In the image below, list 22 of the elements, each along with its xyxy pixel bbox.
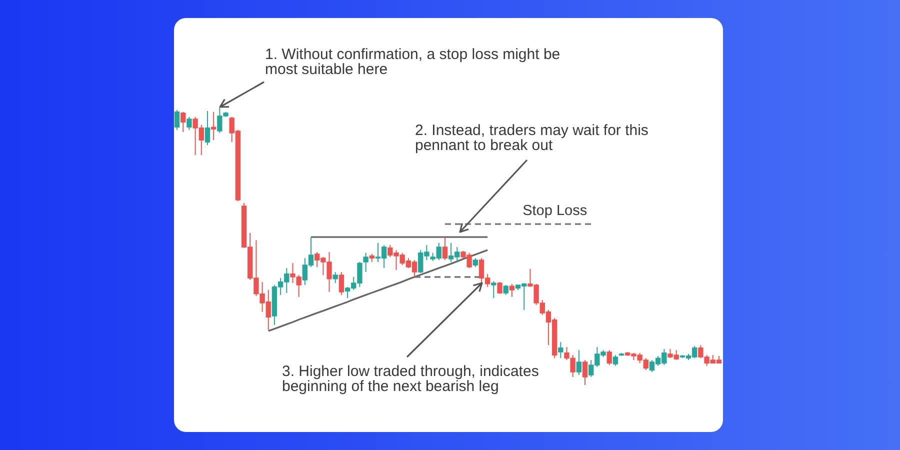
candlestick — [582, 360, 588, 385]
candlestick — [210, 111, 216, 141]
candlestick — [612, 354, 618, 366]
candlestick — [332, 271, 338, 284]
candlestick — [558, 342, 564, 359]
candlestick — [204, 110, 210, 146]
candlestick — [186, 116, 192, 130]
candlestick — [338, 271, 344, 296]
candlestick — [606, 350, 612, 366]
candlestick — [576, 350, 582, 376]
annotation: 3. Higher low traded through, indicates beginning of the next bearish leg — [282, 363, 539, 395]
candlestick — [180, 111, 186, 133]
annotation: 2. Instead, traders may wait for this pennant to break out — [415, 122, 648, 154]
series-label: Stop Loss — [522, 203, 588, 220]
candlestick — [491, 280, 496, 299]
candlestick — [509, 283, 515, 298]
candlestick — [174, 109, 180, 130]
candlestick — [442, 236, 448, 261]
text: 1. Without confirmation, a stop loss might be most suitable here — [265, 46, 560, 78]
candlestick — [497, 281, 502, 294]
candlestick — [363, 252, 368, 272]
candlestick — [503, 284, 508, 296]
